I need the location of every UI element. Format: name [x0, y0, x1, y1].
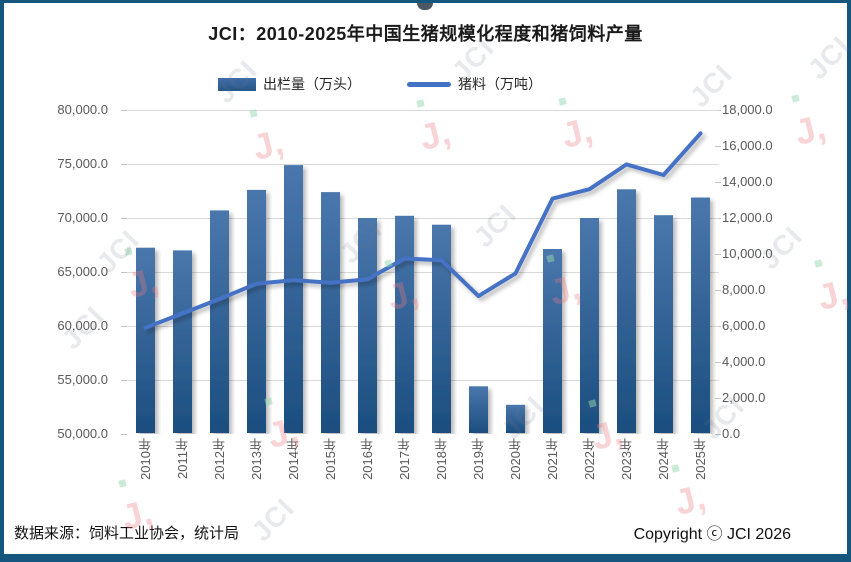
left-axis-tick [121, 218, 127, 219]
x-axis-category-label: 2011年 [175, 438, 190, 479]
bar-2012年 [210, 210, 229, 433]
bar-2020年 [506, 404, 525, 433]
right-axis-tick [715, 182, 721, 183]
right-axis-tick [715, 254, 721, 255]
bar-2025年 [691, 197, 710, 433]
left-axis-tick [121, 272, 127, 273]
bar-2024年 [654, 215, 673, 433]
bar-2023年 [617, 189, 636, 433]
x-axis-category-label: 2015年 [323, 438, 338, 480]
legend-item-bar-series: 出栏量（万头） [218, 74, 361, 94]
right-axis-tick [715, 398, 721, 399]
bar-swatch-icon [218, 77, 256, 91]
left-axis-tick-label: 60,000.0 [57, 318, 108, 333]
right-axis-tick-label: 6,000.0 [722, 318, 766, 333]
right-axis-tick-label: 12,000.0 [722, 210, 773, 225]
x-axis-category-label: 2014年 [286, 438, 301, 480]
feed-output-line [143, 131, 703, 330]
line-swatch-icon [407, 81, 451, 87]
right-axis-tick-label: 10,000.0 [722, 246, 773, 261]
page-title: JCI：2010-2025年中国生猪规模化程度和猪饲料产量 [208, 24, 643, 44]
plot-area [127, 110, 719, 435]
right-axis-tick-label: 2,000.0 [722, 390, 766, 405]
bar-2010年 [136, 247, 155, 433]
x-axis-category-label: 2010年 [138, 438, 153, 480]
right-axis-tick [715, 434, 721, 435]
x-axis-category-label: 2021年 [545, 438, 560, 480]
right-axis-tick-label: 14,000.0 [722, 174, 773, 189]
x-axis-category-label: 2018年 [434, 438, 449, 480]
bar-2011年 [173, 250, 192, 433]
left-axis-tick [121, 326, 127, 327]
bar-2019年 [469, 386, 488, 433]
legend-bar-label: 出栏量（万头） [263, 76, 361, 92]
left-axis-tick-label: 75,000.0 [57, 156, 108, 171]
left-axis-tick [121, 380, 127, 381]
right-axis-tick-label: 4,000.0 [722, 354, 766, 369]
x-axis-category-label: 2020年 [508, 438, 523, 480]
x-axis-category-label: 2024年 [656, 438, 671, 480]
left-axis-tick [121, 434, 127, 435]
right-axis-tick-label: 16,000.0 [722, 138, 773, 153]
bar-2015年 [321, 192, 340, 433]
bar-2021年 [543, 249, 562, 433]
x-axis-category-label: 2016年 [360, 438, 375, 480]
left-axis-tick-label: 50,000.0 [57, 426, 108, 441]
left-axis-tick [121, 110, 127, 111]
window-knob [417, 3, 433, 10]
x-axis-labels: 2010年 2011年 2012年 2013年 2014年 2015年 2016年 2017年… [127, 438, 719, 506]
legend-item-line-series: 猪料（万吨） [407, 74, 542, 94]
bar-2013年 [247, 189, 266, 433]
x-axis-category-label: 2022年 [582, 438, 597, 480]
bar-2017年 [395, 215, 414, 433]
chart-legend: 出栏量（万头） 猪料（万吨） [0, 74, 760, 94]
x-axis-category-label: 2019年 [471, 438, 486, 480]
x-axis-category-label: 2017年 [397, 438, 412, 480]
data-source-note: 数据来源：饲料工业协会，统计局 [14, 526, 240, 542]
right-axis-tick-label: 8,000.0 [722, 282, 766, 297]
left-axis-tick [121, 164, 127, 165]
legend-line-label: 猪料（万吨） [458, 76, 542, 92]
bar-2016年 [358, 218, 377, 433]
combo-chart-svg [127, 110, 719, 435]
right-axis-tick [715, 146, 721, 147]
right-axis-tick [715, 290, 721, 291]
right-axis-tick [715, 362, 721, 363]
x-axis-category-label: 2023年 [619, 438, 634, 480]
x-axis-category-label: 2013年 [249, 438, 264, 480]
left-axis-tick-label: 65,000.0 [57, 264, 108, 279]
right-axis-tick-label: 0.0 [722, 426, 741, 441]
x-axis-category-label: 2025年 [693, 438, 708, 480]
right-axis-tick-label: 18,000.0 [722, 102, 773, 117]
left-axis-tick-label: 55,000.0 [57, 372, 108, 387]
bar-2022年 [580, 218, 599, 433]
left-axis-tick-label: 70,000.0 [57, 210, 108, 225]
x-axis-category-label: 2012年 [212, 438, 227, 480]
left-axis-tick-label: 80,000.0 [57, 102, 108, 117]
bar-2018年 [432, 224, 451, 433]
copyright-note: Copyright ⓒ JCI 2026 [633, 526, 791, 543]
bar-2014年 [284, 165, 303, 433]
